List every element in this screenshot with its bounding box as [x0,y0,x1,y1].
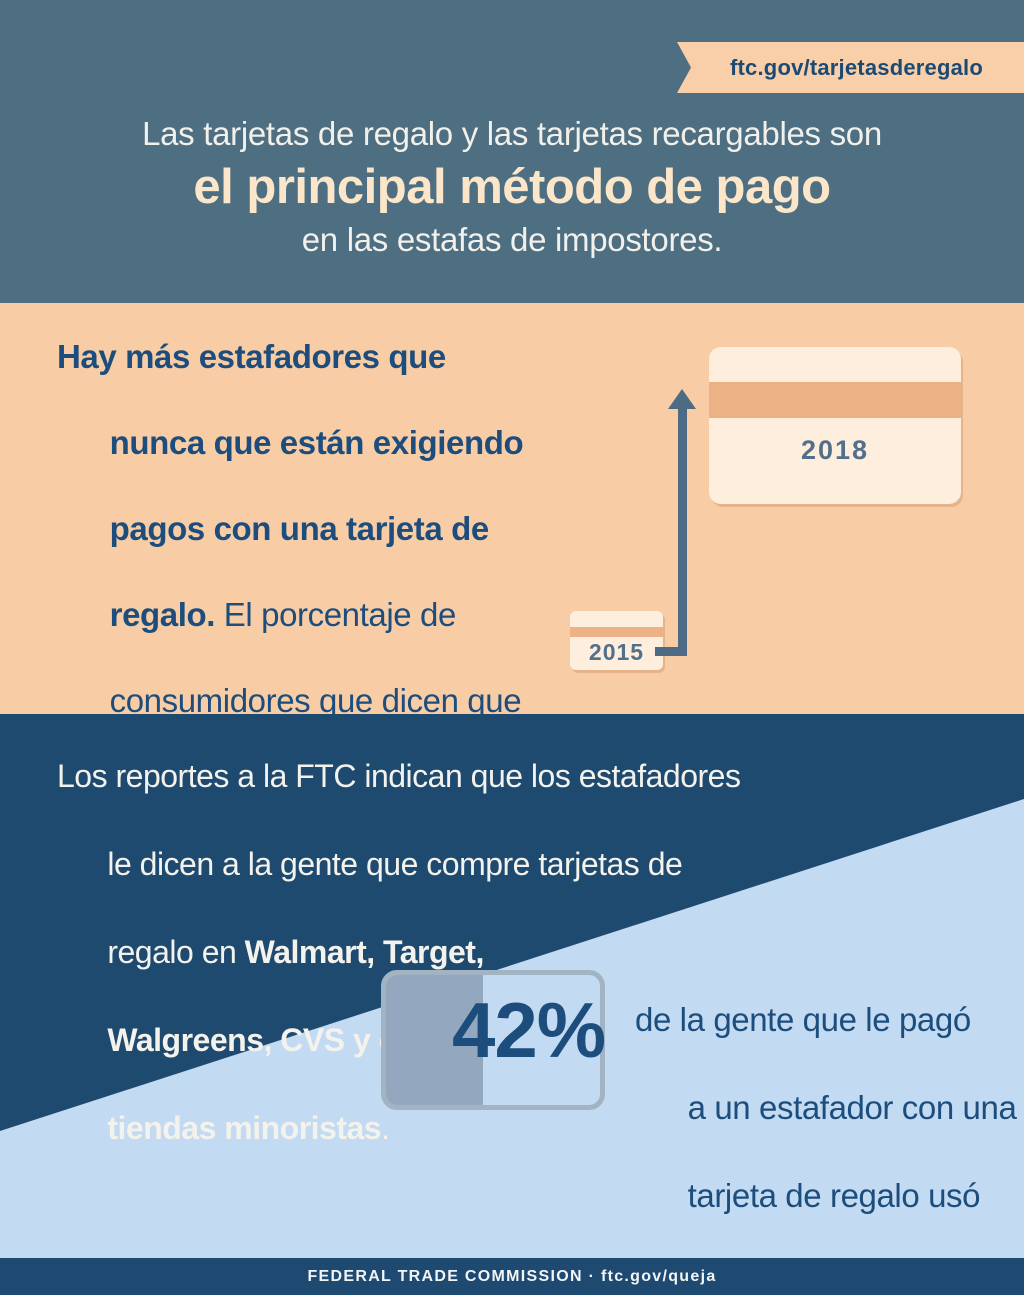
percent-value: 42% [452,986,606,1074]
reports-text-period: . [381,1110,390,1146]
growth-section: Hay más estafadores que nunca que están … [0,303,1024,977]
headline-line-1: Las tarjetas de regalo y las tarjetas re… [142,115,882,152]
gift-card-2018: 2018 [709,347,961,504]
header-section: ftc.gov/tarjetasderegalo Las tarjetas de… [0,0,1024,303]
percent-text-line-1: de la gente que le pagó [635,1001,971,1038]
reports-text-line-2: le dicen a la gente que compre tarjetas … [107,846,683,882]
percent-text-line-3: tarjeta de regalo usó [687,1177,981,1214]
headline-line-2: el principal método de pago [193,160,831,214]
growth-text-line-5: consumidores que dicen que [109,682,522,719]
year-label-2018: 2018 [800,435,870,465]
arrow-line-vertical [678,407,687,656]
arrow-line-horizontal [655,647,687,656]
footer-bar: FEDERAL TRADE COMMISSION · ftc.gov/queja [0,1258,1024,1295]
percent-description: de la gente que le pagó a un estafador c… [635,998,1017,1258]
magstripe-icon [570,627,663,637]
retailers-bold-line-3: Walmart, Target, [244,934,485,970]
footer-text: FEDERAL TRADE COMMISSION · ftc.gov/queja [307,1267,717,1285]
percentage-card [381,970,605,1110]
gift-card-2015: 2015 [570,611,663,670]
magstripe-icon [709,382,961,418]
headline-line-3: en las estafas de impostores. [301,221,723,258]
percentage-fill-bar [386,975,483,1105]
headline: Las tarjetas de regalo y las tarjetas re… [0,112,1024,262]
growth-bold-line-1: Hay más estafadores que [57,338,446,375]
growth-bold-line-3: pagos con una tarjeta de [109,510,490,547]
ribbon-url-label: ftc.gov/tarjetasderegalo [730,54,983,80]
growth-text-line-4: El porcentaje de [215,596,457,633]
percent-text-line-2: a un estafador con una [687,1089,1017,1126]
growth-bold-line-2: nunca que están exigiendo [109,424,524,461]
reports-paragraph: Los reportes a la FTC indican que los es… [57,754,741,1150]
url-ribbon: ftc.gov/tarjetasderegalo [677,42,1024,93]
retailers-bold-line-5: tiendas minoristas [107,1110,382,1146]
year-label-2015: 2015 [588,639,645,665]
reports-text-line-3: regalo en [107,934,245,970]
growth-bold-line-4: regalo. [109,596,216,633]
reports-section: Los reportes a la FTC indican que los es… [0,714,1024,1258]
arrow-head-icon [668,389,696,409]
reports-text-line-1: Los reportes a la FTC indican que los es… [57,758,741,794]
